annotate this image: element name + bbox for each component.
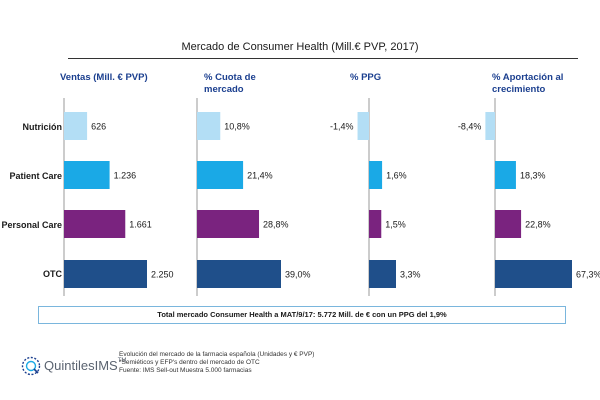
panel-header-aportacion: % Aportación al crecimiento (492, 72, 564, 95)
bar-aportacion-nutricion (485, 112, 495, 140)
panel-header-ppg: % PPG (350, 72, 382, 83)
value-label-aportacion-otc: 67,3% (576, 270, 600, 280)
category-label-nutricion: Nutrición (22, 122, 63, 132)
category-label-personal-care: Personal Care (1, 220, 62, 230)
bar-aportacion-patient-care (495, 161, 516, 189)
bar-ventas-personal-care (64, 210, 126, 238)
value-label-aportacion-patient-care: 18,3% (520, 171, 546, 181)
value-label-aportacion-personal-care: 22,8% (525, 220, 551, 230)
bar-ppg-personal-care (369, 210, 382, 238)
value-label-ventas-otc: 2.250 (151, 270, 174, 280)
bar-aportacion-personal-care (495, 210, 522, 238)
logo-name: QuintilesIMS (44, 358, 118, 373)
value-label-ventas-nutricion: 626 (91, 122, 106, 132)
bar-ppg-patient-care (369, 161, 383, 189)
note-line-1: Evolución del mercado de la farmacia esp… (119, 351, 315, 358)
logo-text: QuintilesIMSTM (44, 358, 126, 373)
bar-ventas-otc (64, 260, 147, 288)
value-label-ppg-patient-care: 1,6% (386, 171, 407, 181)
bar-ppg-nutricion (357, 112, 369, 140)
value-label-cuota-patient-care: 21,4% (247, 171, 273, 181)
value-label-ppg-nutricion: -1,4% (330, 122, 354, 132)
value-label-aportacion-nutricion: -8,4% (458, 122, 482, 132)
value-label-cuota-personal-care: 28,8% (263, 220, 289, 230)
category-label-otc: OTC (43, 269, 62, 279)
bar-ventas-patient-care (64, 161, 110, 189)
bar-cuota-patient-care (197, 161, 244, 189)
bar-cuota-otc (197, 260, 281, 288)
bar-ventas-nutricion (64, 112, 88, 140)
logo-trademark: TM (117, 358, 127, 364)
panel-header-cuota: % Cuota de mercado (204, 72, 256, 95)
category-label-patient-care: Patient Care (9, 171, 62, 181)
total-market-box: Total mercado Consumer Health a MAT/9/17… (38, 306, 566, 324)
value-label-ventas-personal-care: 1.661 (129, 220, 152, 230)
title-rule (68, 58, 578, 59)
panel-header-ventas: Ventas (Mill. € PVP) (60, 72, 148, 83)
bar-ppg-otc (369, 260, 396, 288)
chart-title: Mercado de Consumer Health (Mill.€ PVP, … (181, 41, 419, 53)
bar-aportacion-otc (495, 260, 572, 288)
bar-cuota-personal-care (197, 210, 260, 238)
bar-cuota-nutricion (197, 112, 221, 140)
value-label-ppg-otc: 3,3% (400, 270, 421, 280)
value-label-cuota-otc: 39,0% (285, 270, 311, 280)
value-label-cuota-nutricion: 10,8% (224, 122, 250, 132)
note-line-2: *Semiéticos y EFP's dentro del mercado d… (119, 359, 260, 366)
quintilesims-logo-icon (21, 356, 41, 376)
value-label-ventas-patient-care: 1.236 (114, 171, 137, 181)
note-line-3: Fuente: IMS Sell-out Muestra 5.000 farma… (119, 367, 252, 374)
value-label-ppg-personal-care: 1,5% (385, 220, 406, 230)
